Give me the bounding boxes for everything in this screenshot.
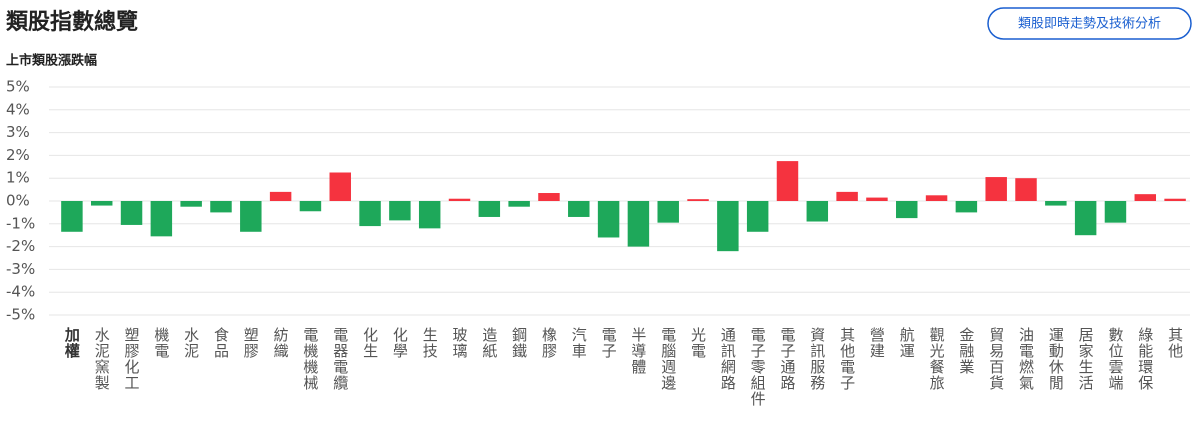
bar — [448, 198, 471, 201]
bar — [627, 201, 650, 247]
x-tick-label: 電子零組件 — [749, 327, 767, 407]
x-tick-label: 加權 — [63, 327, 81, 359]
bar — [955, 201, 978, 213]
y-tick-label: 1% — [6, 169, 30, 187]
bar — [240, 201, 262, 232]
bar — [180, 201, 202, 207]
x-tick-label: 汽車 — [570, 327, 588, 359]
bar — [120, 201, 143, 225]
y-tick-label: -5% — [6, 306, 35, 324]
bar — [866, 197, 888, 201]
bar — [269, 191, 292, 201]
bar — [985, 177, 1007, 201]
bar — [1074, 201, 1097, 236]
x-tick-label: 通訊網路 — [719, 327, 737, 391]
x-tick-label: 食品 — [212, 327, 230, 359]
bar — [1015, 178, 1037, 201]
x-tick-label: 紡織 — [272, 327, 290, 359]
x-tick-label: 航運 — [898, 327, 916, 359]
bar — [389, 201, 411, 221]
x-tick-label: 金融業 — [957, 327, 975, 375]
x-tick-label: 生技 — [421, 327, 439, 359]
bar — [1164, 198, 1186, 201]
x-tick-label: 營建 — [868, 327, 886, 359]
x-tick-label: 觀光餐旅 — [928, 327, 946, 391]
bar — [925, 195, 948, 201]
y-tick-label: -1% — [6, 214, 35, 232]
x-tick-label: 數位雲端 — [1106, 327, 1124, 391]
bar — [896, 201, 918, 219]
x-tick-label: 電腦週邊 — [659, 327, 677, 391]
x-tick-label: 其他電子 — [838, 327, 856, 391]
x-tick-label: 光電 — [689, 327, 707, 359]
bar — [299, 201, 322, 212]
bar — [806, 201, 829, 222]
x-tick-label: 水泥窯製 — [93, 327, 111, 391]
x-tick-label: 電機機械 — [301, 327, 319, 391]
x-tick-label: 半導體 — [629, 327, 647, 375]
bar — [746, 201, 769, 232]
bar — [836, 191, 858, 201]
bar — [508, 201, 530, 207]
x-tick-label: 水泥 — [182, 327, 200, 359]
bar — [1104, 201, 1127, 223]
bar — [359, 201, 381, 227]
bar — [210, 201, 232, 213]
bar — [61, 201, 83, 232]
bar — [597, 201, 620, 238]
bar — [538, 193, 560, 201]
x-tick-label: 塑膠化工 — [123, 327, 141, 391]
analysis-button-label[interactable]: 類股即時走勢及技術分析 — [1018, 17, 1161, 32]
x-tick-label: 運動休閒 — [1047, 327, 1065, 391]
bar — [1045, 201, 1067, 206]
y-tick-label: -4% — [6, 283, 35, 301]
bar — [657, 201, 679, 223]
y-tick-label: -3% — [6, 260, 35, 278]
x-tick-label: 造紙 — [480, 327, 498, 359]
bar — [687, 199, 709, 201]
bar — [776, 161, 799, 201]
y-tick-label: 3% — [6, 123, 30, 141]
y-tick-label: 4% — [6, 100, 30, 118]
y-tick-label: -2% — [6, 237, 35, 255]
y-tick-label: 2% — [6, 146, 30, 164]
bar — [568, 201, 590, 217]
bar — [418, 201, 441, 229]
chart-title: 類股指數總覽 — [6, 9, 138, 35]
y-tick-label: 0% — [6, 192, 30, 210]
bar — [1134, 194, 1157, 201]
x-tick-label: 資訊服務 — [808, 327, 826, 391]
x-tick-label: 電器電纜 — [331, 327, 349, 391]
x-tick-label: 橡膠 — [540, 327, 558, 359]
x-tick-label: 化生 — [361, 327, 379, 359]
bar — [150, 201, 173, 237]
y-tick-label: 5% — [6, 78, 30, 96]
x-tick-label: 塑膠 — [242, 327, 260, 359]
x-tick-label: 化學 — [391, 327, 409, 359]
x-tick-label: 機電 — [152, 327, 170, 359]
x-tick-label: 電子通路 — [778, 327, 796, 391]
x-tick-label: 油電燃氣 — [1017, 327, 1035, 391]
chart-subtitle: 上市類股漲跌幅 — [6, 53, 97, 69]
bar — [90, 201, 113, 206]
x-tick-label: 貿易百貨 — [987, 327, 1005, 391]
bar — [329, 172, 351, 201]
bar — [478, 201, 501, 217]
x-tick-label: 鋼鐵 — [510, 327, 528, 359]
x-tick-label: 居家生活 — [1077, 327, 1095, 391]
x-tick-label: 綠能環保 — [1136, 327, 1154, 391]
x-tick-label: 玻璃 — [451, 327, 469, 359]
x-tick-label: 其他 — [1166, 327, 1184, 359]
bar — [717, 201, 739, 252]
analysis-button[interactable] — [987, 7, 1192, 40]
x-tick-label: 電子 — [600, 327, 618, 359]
